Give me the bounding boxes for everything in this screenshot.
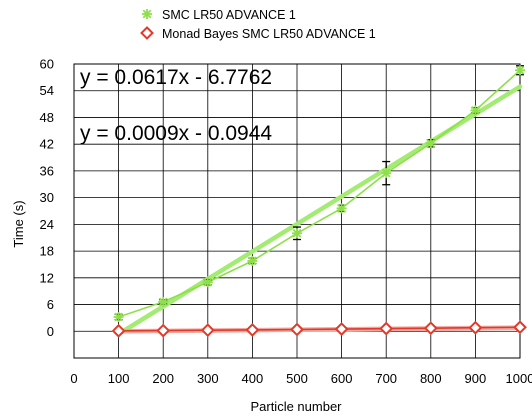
x-tick-label: 500 <box>286 371 308 386</box>
legend-label-smc: SMC LR50 ADVANCE 1 <box>162 8 296 22</box>
y-tick-label: 60 <box>40 57 54 72</box>
plot-area: y = 0.0617x - 6.7762 y = 0.0009x - 0.094… <box>73 63 527 359</box>
x-axis-label: Particle number <box>250 399 342 414</box>
data-point-smc <box>113 312 124 323</box>
data-point-smc <box>515 65 525 76</box>
data-point-monad-bayes <box>513 320 527 335</box>
series-line-2 <box>118 326 521 332</box>
legend-item-smc: SMC LR50 ADVANCE 1 <box>142 8 296 22</box>
x-axis-ticks: 0 100 200 300 400 500 600 700 800 900 1000 <box>70 371 532 386</box>
legend-item-monad-bayes: Monad Bayes SMC LR50 ADVANCE 1 <box>140 26 376 41</box>
series-line-1 <box>118 69 521 318</box>
y-tick-label: 42 <box>40 137 54 152</box>
y-tick-label: 30 <box>40 190 54 205</box>
series-lines <box>118 69 521 332</box>
x-tick-label: 300 <box>197 371 219 386</box>
data-point-smc <box>381 168 392 179</box>
x-tick-label: 800 <box>420 371 442 386</box>
data-point-monad-bayes <box>468 320 483 335</box>
x-tick-label: 200 <box>152 371 174 386</box>
data-point-monad-bayes <box>156 323 171 338</box>
data-point-smc <box>158 296 169 307</box>
y-tick-label: 24 <box>40 217 54 232</box>
legend-marker-smc <box>142 9 152 19</box>
y-tick-label: 6 <box>47 297 54 312</box>
x-tick-label: 0 <box>70 371 77 386</box>
x-tick-label: 100 <box>108 371 130 386</box>
data-point-smc <box>247 255 258 266</box>
asterisk-marker-icon <box>142 9 152 19</box>
gridlines <box>74 63 520 358</box>
trendline-equations: y = 0.0617x - 6.7762 y = 0.0009x - 0.094… <box>80 66 272 145</box>
data-point-smc <box>336 203 347 214</box>
y-tick-label: 48 <box>40 110 54 125</box>
data-point-smc <box>470 105 481 116</box>
trendline-equation-1: y = 0.0617x - 6.7762 <box>80 66 272 89</box>
data-point-monad-bayes <box>245 323 260 337</box>
y-tick-label: 54 <box>40 83 54 98</box>
data-markers <box>111 65 527 338</box>
y-tick-label: 12 <box>40 270 54 285</box>
legend: SMC LR50 ADVANCE 1 Monad Bayes SMC LR50 … <box>140 8 376 41</box>
diamond-marker-icon <box>140 26 154 40</box>
legend-label-monad-bayes: Monad Bayes SMC LR50 ADVANCE 1 <box>162 27 376 41</box>
data-point-smc <box>202 277 213 288</box>
data-point-monad-bayes <box>423 321 438 336</box>
trendline-equation-2: y = 0.0009x - 0.0944 <box>80 122 272 145</box>
x-tick-label: 600 <box>331 371 353 386</box>
data-point-monad-bayes <box>200 323 215 338</box>
data-point-smc <box>292 228 302 239</box>
data-point-monad-bayes <box>111 323 126 338</box>
y-tick-label: 36 <box>40 163 54 178</box>
y-tick-label: 18 <box>40 244 54 259</box>
data-point-smc <box>425 138 436 149</box>
x-tick-label: 400 <box>242 371 264 386</box>
legend-marker-monad-bayes <box>140 26 154 40</box>
data-point-monad-bayes <box>290 322 304 337</box>
data-point-monad-bayes <box>334 322 349 336</box>
x-tick-label: 1000 <box>506 371 532 386</box>
x-tick-label: 700 <box>375 371 397 386</box>
y-tick-label: 0 <box>47 324 54 339</box>
data-point-monad-bayes <box>379 321 394 336</box>
y-axis-ticks: 0 6 12 18 24 30 36 42 48 54 60 <box>40 57 54 339</box>
x-tick-label: 900 <box>465 371 487 386</box>
y-axis-label: Time (s) <box>11 200 26 247</box>
